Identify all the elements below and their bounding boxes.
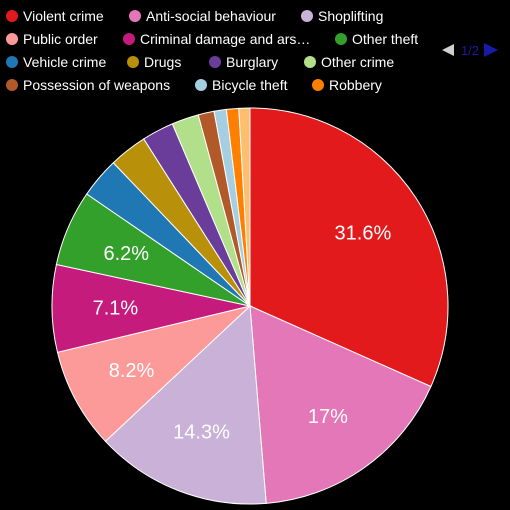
pie-slice-violent-crime[interactable] <box>249 107 449 388</box>
legend-item-drugs[interactable]: Drugs <box>127 54 181 70</box>
legend-item-public-order[interactable]: Public order <box>6 31 98 47</box>
legend-item-bicycle-theft[interactable]: Bicycle theft <box>195 77 288 93</box>
legend-label: Other crime <box>321 54 394 70</box>
legend-swatch <box>127 56 139 68</box>
pie-slice-unlabeled[interactable] <box>238 107 251 307</box>
legend-next-arrow-icon[interactable] <box>484 43 498 57</box>
pie-slice-shoplifting[interactable] <box>104 304 267 505</box>
legend-item-other-crime[interactable]: Other crime <box>304 54 394 70</box>
slice-label-criminal-damage-and-arson: 7.1% <box>93 298 139 320</box>
slice-labels: 31.6% 17% 14.3% 8.2% 7.1% 6.2% <box>93 223 392 444</box>
legend-label: Public order <box>23 31 98 47</box>
legend-item-possession-of-weapons[interactable]: Possession of weapons <box>6 77 170 93</box>
legend-label: Robbery <box>329 77 382 93</box>
legend-swatch <box>6 33 18 45</box>
legend-swatch <box>123 33 135 45</box>
legend-swatch <box>209 56 221 68</box>
legend-label: Burglary <box>226 54 278 70</box>
legend-label: Violent crime <box>23 8 104 24</box>
slice-label-anti-social-behaviour: 17% <box>308 406 348 428</box>
slice-label-public-order: 8.2% <box>109 360 155 382</box>
legend-prev-arrow-icon[interactable] <box>442 44 454 56</box>
legend-item-criminal-damage-and-arson[interactable]: Criminal damage and ars… <box>123 31 310 47</box>
legend-label: Shoplifting <box>318 8 383 24</box>
legend-label: Anti-social behaviour <box>146 8 276 24</box>
pie-slices <box>51 107 449 505</box>
legend-swatch <box>335 33 347 45</box>
legend-item-robbery[interactable]: Robbery <box>312 77 382 93</box>
legend-swatch <box>129 10 141 22</box>
legend-label: Other theft <box>352 31 418 47</box>
legend-swatch <box>6 79 18 91</box>
legend-item-burglary[interactable]: Burglary <box>209 54 278 70</box>
pie-slice-anti-social-behaviour[interactable] <box>249 305 432 504</box>
legend-label: Drugs <box>144 54 181 70</box>
legend-item-shoplifting[interactable]: Shoplifting <box>301 8 383 24</box>
slice-label-violent-crime: 31.6% <box>335 223 392 245</box>
legend-swatch <box>6 10 18 22</box>
legend-swatch <box>304 56 316 68</box>
legend-label: Bicycle theft <box>212 77 288 93</box>
slice-label-other-theft: 6.2% <box>104 243 150 265</box>
legend-label: Vehicle crime <box>23 54 106 70</box>
legend-pager: 1/2 <box>442 43 498 58</box>
legend-swatch <box>312 79 324 91</box>
legend-page-indicator: 1/2 <box>461 43 479 58</box>
pie-slice-public-order[interactable] <box>56 305 252 443</box>
legend-swatch <box>301 10 313 22</box>
legend-label: Possession of weapons <box>23 77 170 93</box>
legend-item-other-theft[interactable]: Other theft <box>335 31 418 47</box>
legend-swatch <box>6 56 18 68</box>
legend-swatch <box>195 79 207 91</box>
legend-label: Criminal damage and ars… <box>140 31 310 47</box>
legend-item-vehicle-crime[interactable]: Vehicle crime <box>6 54 106 70</box>
legend-item-anti-social-behaviour[interactable]: Anti-social behaviour <box>129 8 276 24</box>
legend-item-violent-crime[interactable]: Violent crime <box>6 8 104 24</box>
legend: Violent crime Anti-social behaviour Shopli… <box>6 8 418 93</box>
slice-label-shoplifting: 14.3% <box>173 422 230 444</box>
